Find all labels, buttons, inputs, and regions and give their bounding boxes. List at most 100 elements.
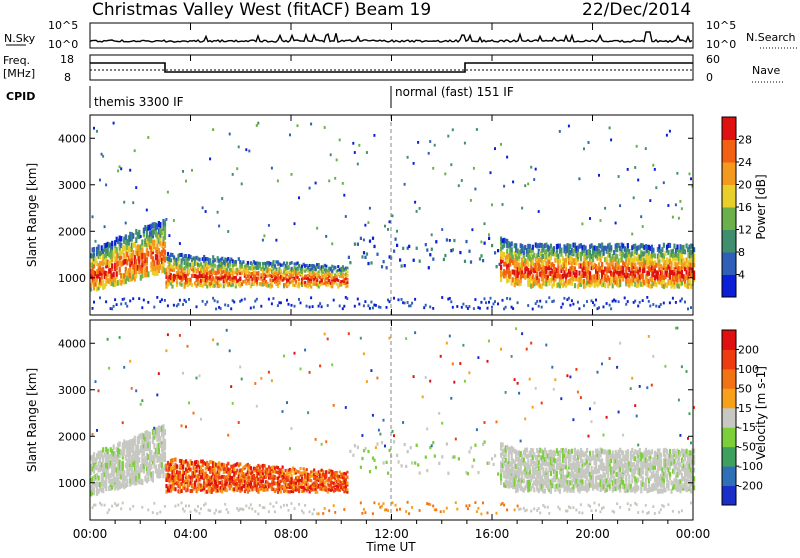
power-cell: [506, 156, 508, 159]
velocity-cell: [395, 504, 397, 507]
velocity-cell: [383, 419, 385, 422]
power-cell: [618, 175, 620, 178]
power-cell: [126, 305, 128, 308]
power-cell: [93, 127, 95, 130]
velocity-cell: [256, 405, 258, 408]
power-cell: [146, 257, 148, 263]
power-cell: [248, 150, 250, 153]
velocity-cell: [149, 432, 151, 438]
power-cell: [527, 262, 529, 267]
power-cell: [173, 304, 175, 307]
velocity-cell: [591, 420, 593, 423]
velocity-cell: [544, 489, 546, 494]
power-cell: [135, 186, 137, 189]
power-cell: [589, 217, 591, 220]
velocity-cell: [185, 505, 187, 508]
power-cell: [248, 281, 250, 285]
power-cell: [147, 271, 149, 277]
velocity-cell: [477, 356, 479, 359]
velocity-cell: [393, 434, 395, 437]
velocity-cell: [294, 507, 296, 510]
power-cell: [627, 168, 629, 171]
power-cell: [484, 297, 486, 300]
velocity-cell: [107, 449, 109, 454]
power-cell: [404, 183, 406, 186]
power-cell: [642, 225, 644, 228]
velocity-cell: [580, 396, 582, 399]
power-cell: [286, 262, 288, 265]
power-cell: [598, 306, 600, 309]
power-cell: [487, 307, 489, 310]
power-cell: [532, 308, 534, 311]
velocity-cell: [575, 368, 577, 371]
power-cell: [334, 177, 336, 180]
power-cell: [578, 177, 580, 180]
velocity-cell: [93, 452, 95, 457]
velocity-cell: [141, 506, 143, 509]
velocity-cell: [120, 507, 122, 510]
power-cell: [474, 188, 476, 191]
velocity-cell: [190, 511, 192, 514]
power-cell: [444, 254, 446, 257]
velocity-cell: [484, 421, 486, 424]
power-cell: [260, 305, 262, 308]
velocity-cell: [553, 464, 555, 469]
power-cell: [212, 128, 214, 131]
velocity-cell: [119, 441, 121, 447]
velocity-cell: [197, 505, 199, 508]
velocity-cell: [467, 472, 469, 475]
velocity-cell: [401, 464, 403, 467]
velocity-cell: [363, 508, 365, 511]
power-cell: [395, 238, 397, 241]
power-cell: [447, 135, 449, 138]
nsky-label: N.Sky: [4, 32, 36, 45]
power-cell: [615, 300, 617, 303]
power-cell: [199, 258, 201, 262]
power-cell: [373, 245, 375, 248]
power-cell: [272, 297, 274, 300]
power-cell: [227, 304, 229, 307]
power-cell: [116, 247, 118, 253]
power-cell: [256, 124, 258, 127]
power-cell: [432, 307, 434, 310]
power-cell: [196, 305, 198, 308]
power-cell: [233, 301, 235, 304]
power-cell: [111, 263, 113, 268]
velocity-cell: [303, 511, 305, 514]
power-cell: [637, 179, 639, 182]
power-cell: [235, 276, 237, 280]
velocity-cell: [303, 467, 305, 470]
velocity-cell: [491, 457, 493, 460]
power-cell: [325, 265, 327, 268]
power-cell: [129, 300, 131, 303]
power-cell: [609, 127, 611, 130]
power-cell: [639, 267, 641, 272]
power-cell: [500, 143, 502, 146]
velocity-cell: [569, 376, 571, 379]
velocity-cell: [96, 429, 98, 432]
velocity-cell: [464, 380, 466, 383]
power-cell: [494, 147, 496, 150]
power-cell: [328, 279, 330, 282]
power-cell: [277, 304, 279, 307]
velocity-cell: [185, 425, 187, 428]
velocity-cell: [468, 450, 470, 453]
velocity-cell: [493, 463, 495, 466]
power-cell: [262, 239, 264, 242]
power-cell: [615, 222, 617, 225]
velocity-cell: [126, 478, 128, 484]
power-cell: [494, 251, 496, 254]
velocity-cell: [179, 334, 181, 337]
power-cell: [470, 260, 472, 263]
power-cell: [239, 277, 241, 281]
power-cell: [99, 179, 101, 182]
velocity-cell: [383, 461, 385, 464]
power-cell: [257, 277, 259, 281]
power-cell: [346, 297, 348, 300]
velocity-cell: [560, 397, 562, 400]
power-ytick-label: 1000: [58, 272, 86, 285]
velocity-cell: [453, 381, 455, 384]
velocity-cell: [456, 508, 458, 511]
power-cell: [419, 260, 421, 263]
velocity-cell: [282, 466, 284, 469]
